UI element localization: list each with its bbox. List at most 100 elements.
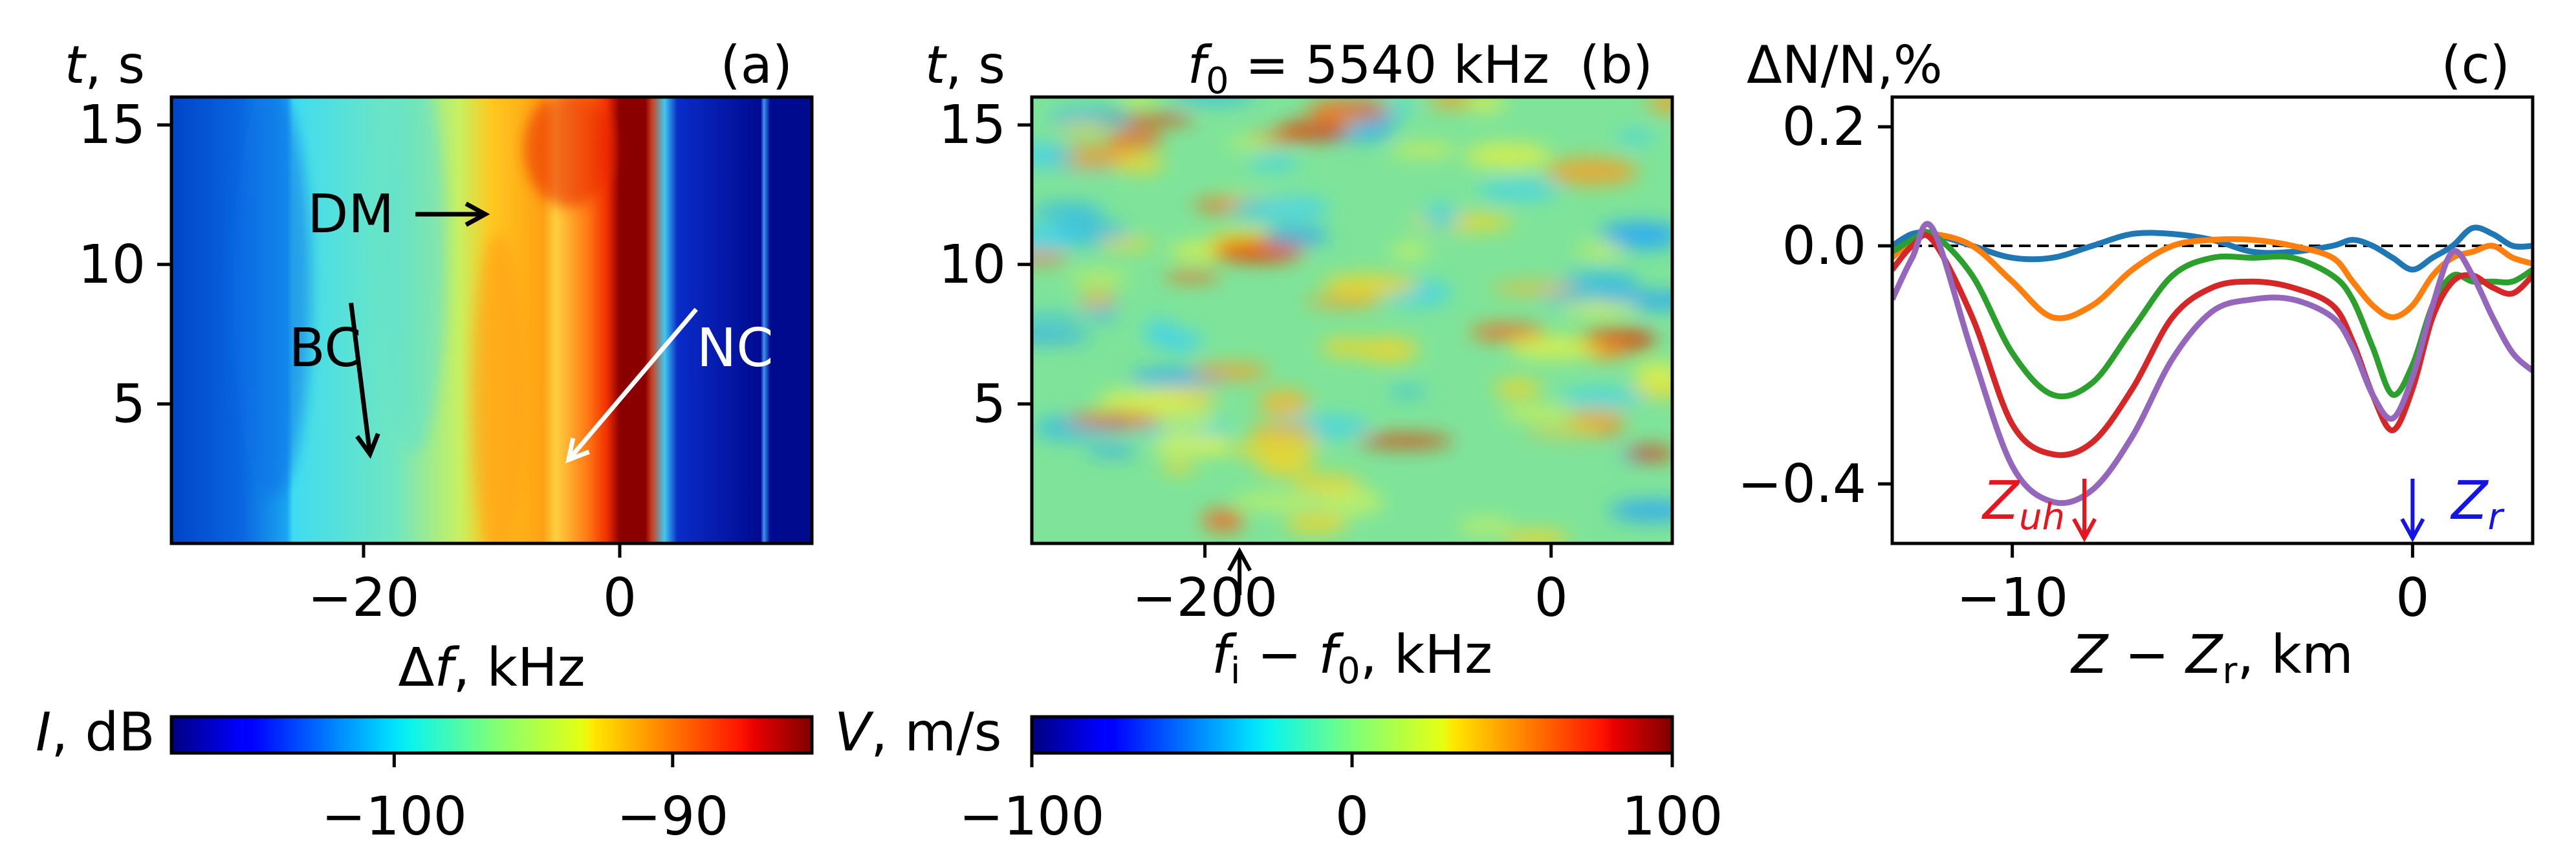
colorbar-b-label-unit: , m/s <box>871 702 1001 763</box>
x-label-b: Z <box>2185 624 2223 686</box>
x-label-rest: , km <box>2237 624 2353 686</box>
x-tick-label: −20 <box>307 567 419 629</box>
velocity-blob <box>1069 272 1130 283</box>
velocity-blob <box>1501 406 1575 420</box>
marker-arrows: Zuh Zr <box>1981 470 2505 543</box>
x-label-a: Z <box>2070 624 2109 686</box>
series-lines <box>1892 221 2533 507</box>
velocity-blob <box>1492 282 1579 295</box>
velocity-blob <box>1529 424 1604 437</box>
velocity-blob <box>1032 201 1104 222</box>
x-tick-label: 0 <box>2396 567 2429 629</box>
velocity-blob <box>1509 335 1599 360</box>
velocity-blob <box>1545 157 1638 186</box>
texture-band <box>524 97 615 207</box>
colorbar-tick-label: −100 <box>322 786 467 847</box>
panel-label: (b) <box>1580 35 1653 95</box>
velocity-blob <box>1212 241 1303 263</box>
velocity-blob <box>1388 387 1427 398</box>
y-axis-label: ΔN/N,% <box>1747 35 1943 95</box>
y-tick-label: 15 <box>78 94 146 156</box>
velocity-blob <box>1118 97 1157 107</box>
colorbar-b-ticks: −100 0 100 <box>959 753 1723 847</box>
panel-label: (c) <box>2441 35 2510 95</box>
annotation-nc: NC <box>697 318 774 379</box>
velocity-blob <box>1321 338 1371 357</box>
texture-band <box>472 233 524 543</box>
series-line-4 <box>1892 232 2533 458</box>
marker-arrow-r-head <box>2400 518 2425 543</box>
velocity-blob <box>1201 509 1245 532</box>
velocity-blob <box>1390 144 1456 157</box>
velocity-blob <box>1164 271 1221 282</box>
x-label-rest: , kHz <box>1360 624 1492 686</box>
velocity-blob <box>1567 410 1626 429</box>
frequency-marker-arrow-head <box>1227 547 1252 572</box>
colorbar-a-label-unit: , dB <box>51 702 155 763</box>
x-tick-label: 0 <box>1534 567 1568 629</box>
panel-c: −10 00.20.0−0.4 Zuh Zr ΔN/N,% (c) Z − Zr, … <box>1738 35 2535 692</box>
panel-title: f0 = 5540 kHz <box>1188 35 1549 102</box>
velocity-blob <box>1155 406 1216 433</box>
velocity-map <box>1032 97 1672 543</box>
velocity-blob <box>1633 361 1672 389</box>
colorbar-a-label: I, dB <box>36 702 155 763</box>
texture-band <box>382 97 446 453</box>
velocity-blob <box>1112 153 1164 173</box>
axes-frame <box>1030 95 1674 545</box>
velocity-blob <box>1592 292 1656 304</box>
velocity-blob <box>1647 97 1672 114</box>
annotation-arrow-bc-shaft <box>349 302 373 455</box>
y-tick-label: 5 <box>112 373 146 435</box>
velocity-blob <box>1032 330 1092 344</box>
x-tick-label: −10 <box>1956 567 2068 629</box>
colorbar-a-label-var: I <box>36 702 51 763</box>
velocity-blob <box>1358 337 1419 363</box>
velocity-blob <box>1428 97 1474 109</box>
y-axis-var: t <box>925 35 947 95</box>
velocity-blob <box>1161 461 1197 474</box>
x-label-b-sub: 0 <box>1337 650 1360 692</box>
velocity-blob <box>1493 379 1542 398</box>
velocity-blob <box>1098 237 1154 250</box>
y-tick-label: −0.4 <box>1738 453 1866 515</box>
velocity-blobs <box>1032 97 1672 543</box>
series-line-2 <box>1892 230 2533 322</box>
marker-label-sub: uh <box>2019 496 2065 538</box>
x-label-mid: − <box>1240 624 1318 686</box>
colorbar-b-label-var: V <box>835 702 874 763</box>
velocity-blob <box>1032 224 1079 252</box>
velocity-blob <box>1032 313 1086 325</box>
velocity-blob <box>1390 241 1430 261</box>
annotation-dm: DM <box>307 184 394 245</box>
velocity-blob <box>1107 129 1163 149</box>
velocity-blob <box>1248 422 1317 442</box>
axes-frame <box>169 95 814 545</box>
velocity-blob <box>1305 295 1382 308</box>
spectrogram-texture <box>233 97 615 543</box>
y-tick-label: 15 <box>939 94 1006 156</box>
velocity-blob <box>1478 180 1560 201</box>
x-label-mid: − <box>2108 624 2186 686</box>
velocity-blob <box>1231 194 1329 223</box>
axes-frame <box>1890 95 2535 545</box>
velocity-blob <box>1032 252 1069 264</box>
x-axis-label: Z − Zr, km <box>2070 624 2353 692</box>
marker-label-sub: r <box>2488 496 2505 538</box>
x-axis-label: fi − f0, kHz <box>1212 624 1492 692</box>
x-axis-var: f <box>434 637 460 699</box>
series-line-5 <box>1892 221 2533 507</box>
velocity-blob <box>1464 97 1505 111</box>
velocity-blob <box>1032 143 1076 168</box>
velocity-blob <box>1470 323 1546 342</box>
marker-label-r: Zr <box>2450 470 2504 538</box>
marker-arrow-uh-head <box>2072 518 2097 543</box>
velocity-blob <box>1357 433 1454 449</box>
axis-ticks: −200 0 5 10 15 <box>939 94 1568 629</box>
velocity-blob <box>1258 389 1310 417</box>
title-rest: = 5540 kHz <box>1229 35 1549 95</box>
velocity-blob <box>1099 389 1189 406</box>
velocity-blob <box>1058 122 1112 133</box>
colorbar-tick-label: −100 <box>959 786 1104 847</box>
velocity-blob <box>1318 487 1384 516</box>
